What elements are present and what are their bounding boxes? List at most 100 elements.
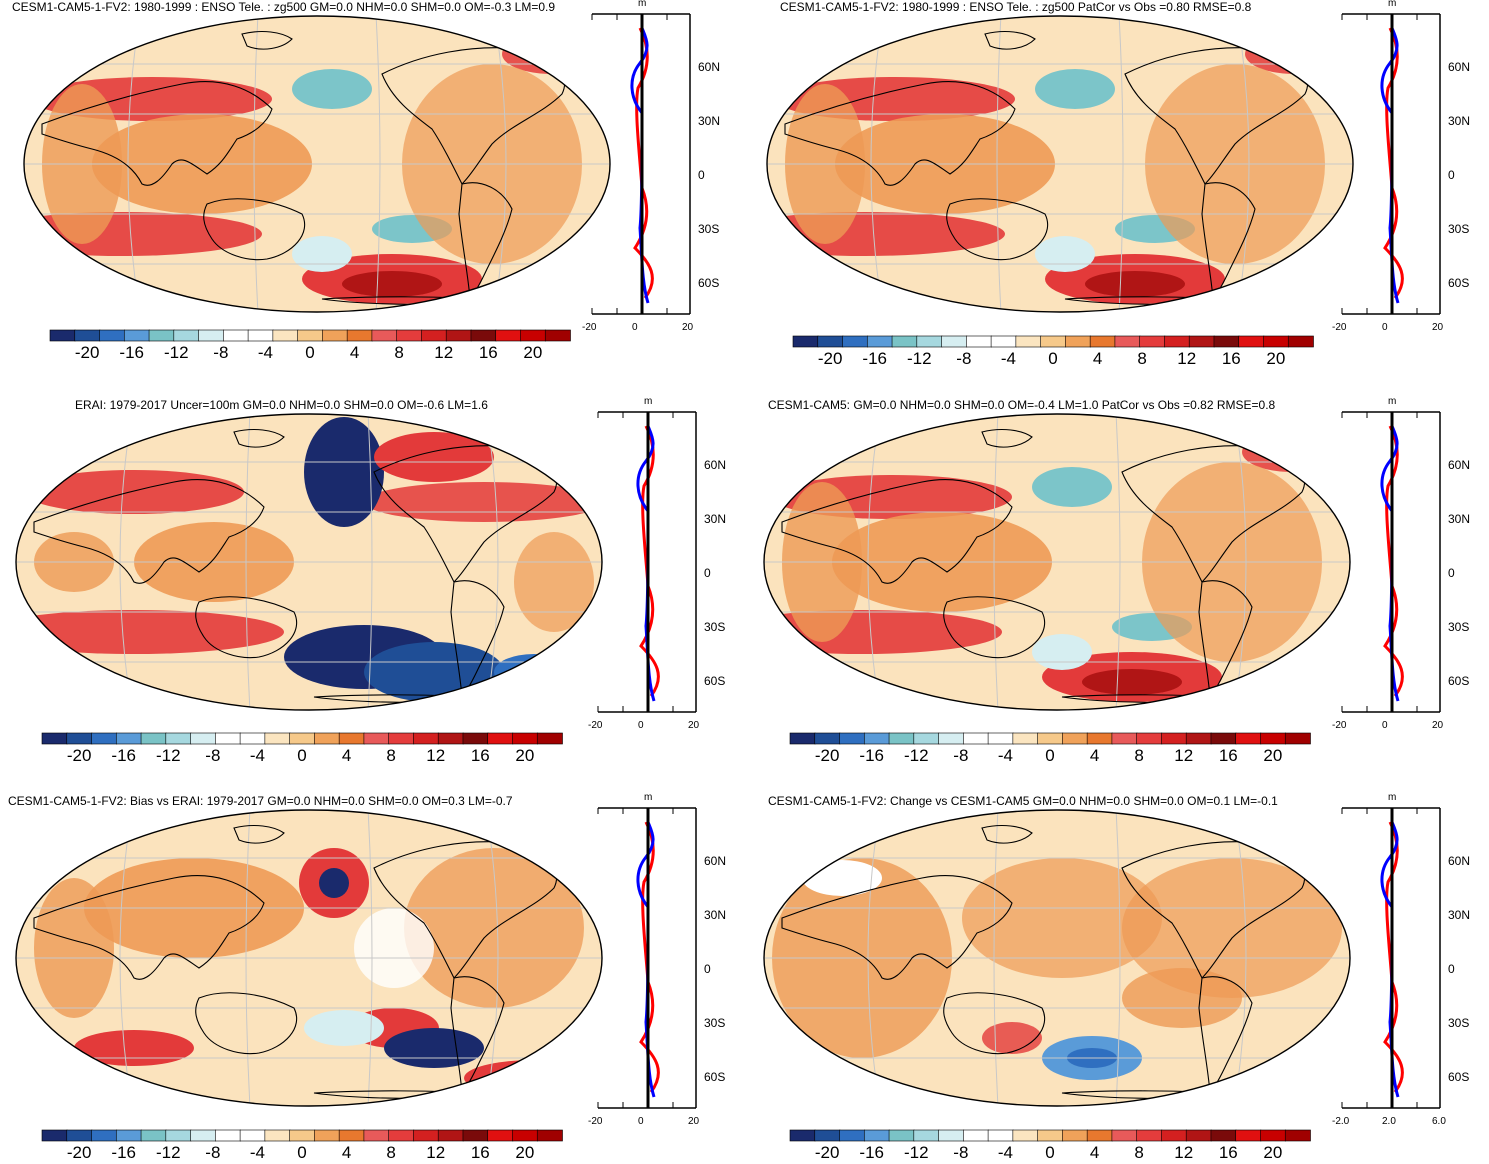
colorbar-swatch <box>289 1129 316 1142</box>
colorbar-swatch <box>1089 335 1116 348</box>
colorbar-label: 20 <box>515 1143 535 1162</box>
profile-tick-label: 6.0 <box>1432 1116 1446 1127</box>
colorbar-label: 16 <box>1218 1143 1238 1162</box>
profile-tick-label: 20 <box>688 1116 700 1127</box>
colorbar-swatch <box>1111 732 1138 745</box>
colorbar-label: 4 <box>1089 746 1100 765</box>
colorbar-label: -4 <box>1000 349 1016 368</box>
colorbar-swatch <box>239 732 266 745</box>
colorbar-swatch <box>91 1129 118 1142</box>
colorbar-label: 20 <box>1263 746 1283 765</box>
colorbar-swatch <box>1065 335 1091 348</box>
profile-unit: m <box>644 396 653 407</box>
colorbar-swatch <box>842 335 869 348</box>
colorbar-swatch <box>1040 335 1067 348</box>
colorbar-swatch <box>888 732 915 745</box>
colorbar-swatch <box>487 1129 514 1142</box>
profile-unit: m <box>638 0 647 9</box>
colorbar-swatch <box>888 1129 915 1142</box>
colorbar-swatch <box>1284 1129 1311 1142</box>
colorbar-swatch <box>1062 732 1088 745</box>
colorbar <box>41 732 563 745</box>
colorbar-swatch <box>66 732 93 745</box>
lat-label: 60S <box>1448 674 1470 688</box>
lat-label: 30S <box>704 620 726 634</box>
colorbar-swatch <box>239 1129 266 1142</box>
colorbar-swatch <box>371 329 398 342</box>
zonal-profile <box>596 802 697 1132</box>
lat-label: 0 <box>1448 962 1455 976</box>
lat-label: 60S <box>704 674 726 688</box>
panel-title: CESM1-CAM5: GM=0.0 NHM=0.0 SHM=0.0 OM=-0… <box>768 398 1276 412</box>
profile-tick-label: 0 <box>1382 322 1388 333</box>
colorbar-swatch <box>536 1129 563 1142</box>
profile-tick-label: -20 <box>588 1116 603 1127</box>
colorbar-label: -4 <box>997 1143 1013 1162</box>
colorbar-label: -4 <box>249 746 265 765</box>
colorbar-label: 4 <box>341 746 352 765</box>
colorbar-label: 0 <box>1045 1143 1055 1162</box>
colorbar-label: -20 <box>66 1143 92 1162</box>
lat-label: 30S <box>1448 620 1470 634</box>
colorbar-swatch <box>863 1129 890 1142</box>
colorbar-label: -20 <box>814 746 840 765</box>
lat-label: 60N <box>704 854 727 868</box>
profile-tick-label: -20 <box>582 322 597 333</box>
lat-label: 60N <box>1448 60 1471 74</box>
colorbar-swatch <box>91 732 118 745</box>
colorbar-label: -16 <box>119 343 144 362</box>
colorbar-label: 0 <box>297 746 307 765</box>
colorbar-swatch <box>789 732 816 745</box>
colorbar-swatch <box>41 1129 68 1142</box>
colorbar-swatch <box>165 732 192 745</box>
colorbar-label: 8 <box>386 1143 396 1162</box>
colorbar-swatch <box>1164 335 1190 348</box>
colorbar-swatch <box>198 329 225 342</box>
colorbar-swatch <box>1210 1129 1237 1142</box>
profile-tick-label: -20 <box>588 720 603 731</box>
zonal-profile <box>1340 406 1441 736</box>
colorbar-swatch <box>41 732 68 745</box>
colorbar-swatch <box>1260 732 1287 745</box>
colorbar-label: -8 <box>205 746 221 765</box>
colorbar-label: -20 <box>814 1143 840 1162</box>
colorbar-swatch <box>1235 1129 1262 1142</box>
colorbar-swatch <box>264 1129 291 1142</box>
colorbar-swatch <box>1136 732 1163 745</box>
colorbar-swatch <box>1235 732 1262 745</box>
colorbar-label: -16 <box>111 746 136 765</box>
colorbar-swatch <box>1210 732 1237 745</box>
colorbar-swatch <box>817 335 844 348</box>
lat-label: 60S <box>704 1070 726 1084</box>
profile-unit: m <box>644 792 653 803</box>
lat-label: 60N <box>1448 458 1471 472</box>
colorbar-swatch <box>891 335 918 348</box>
robinson-map <box>22 14 612 314</box>
lat-label: 0 <box>1448 566 1455 580</box>
colorbar-swatch <box>462 732 489 745</box>
colorbar-swatch <box>1161 1129 1187 1142</box>
lat-label: 60N <box>704 458 727 472</box>
profile-tick-label: 0 <box>638 1116 644 1127</box>
colorbar-label: 8 <box>386 746 396 765</box>
colorbar-label: -16 <box>859 746 884 765</box>
colorbar-label: -20 <box>66 746 92 765</box>
colorbar-label: -16 <box>111 1143 136 1162</box>
colorbar-swatch <box>297 329 324 342</box>
colorbar-label: -20 <box>817 349 843 368</box>
colorbar <box>789 732 1311 745</box>
colorbar-swatch <box>264 732 291 745</box>
zonal-profile <box>1340 802 1441 1132</box>
colorbar-swatch <box>322 329 348 342</box>
colorbar <box>41 1129 563 1142</box>
colorbar-swatch <box>215 1129 241 1142</box>
colorbar-swatch <box>437 1129 464 1142</box>
colorbar-label: 16 <box>1221 349 1241 368</box>
lat-label: 30N <box>1448 512 1471 526</box>
colorbar-swatch <box>536 732 563 745</box>
colorbar-swatch <box>520 329 547 342</box>
colorbar-swatch <box>445 329 472 342</box>
lat-label: 0 <box>704 566 711 580</box>
colorbar-swatch <box>115 1129 142 1142</box>
profile-tick-label: 2.0 <box>1382 1116 1396 1127</box>
